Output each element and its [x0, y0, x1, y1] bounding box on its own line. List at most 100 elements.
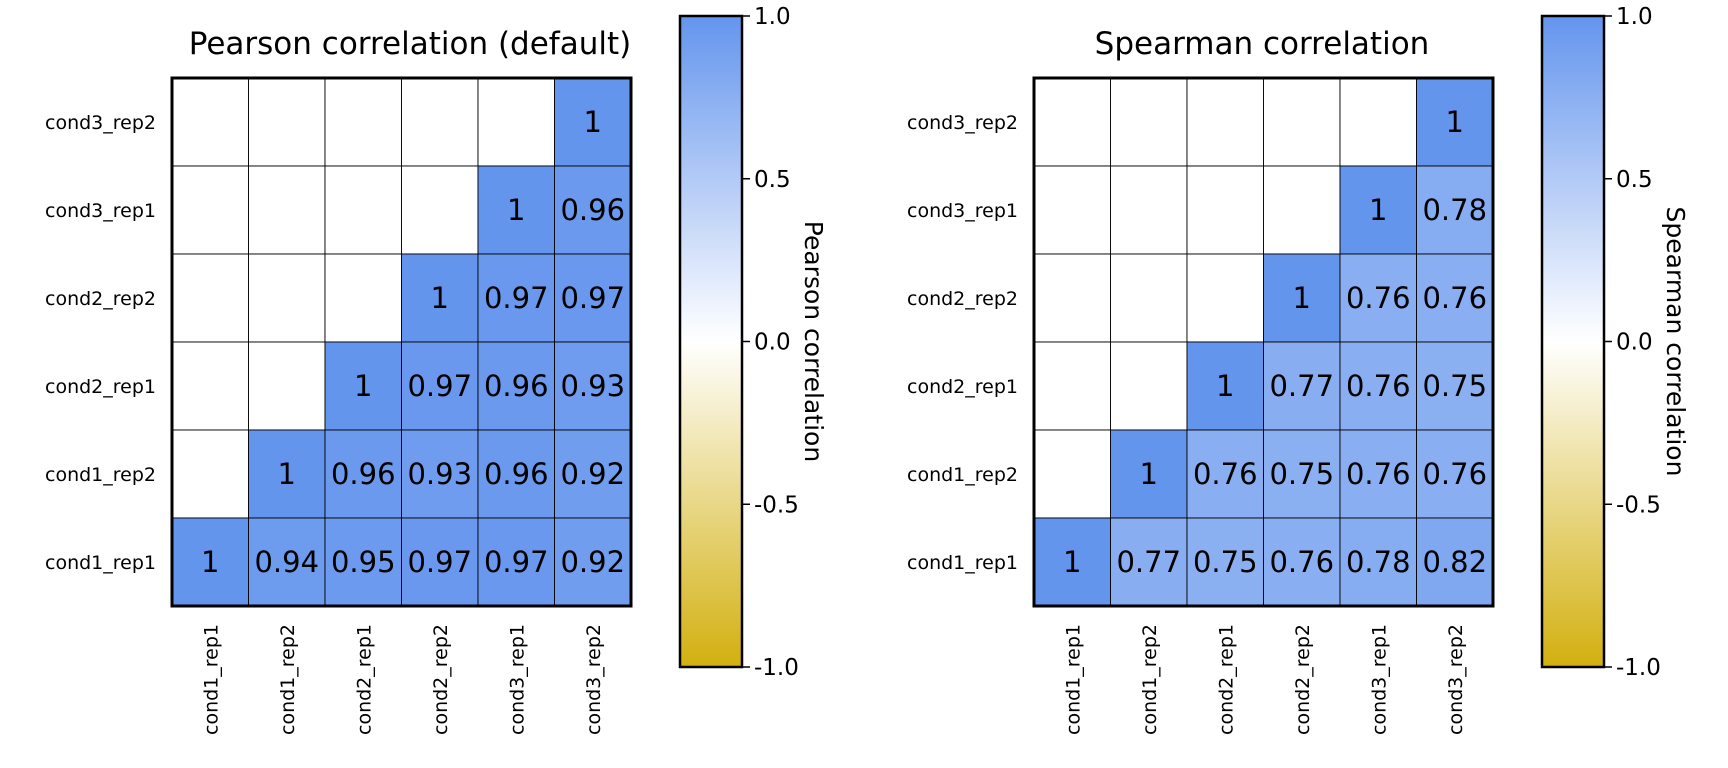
- heatmap-cell: [248, 253, 326, 343]
- row-label: cond1_rep2: [907, 464, 1018, 486]
- heatmap-cell: [1263, 429, 1341, 519]
- cell-value-label: 0.75: [1422, 369, 1487, 403]
- row-label: cond2_rep2: [45, 288, 156, 310]
- heatmap-cell: [477, 253, 555, 343]
- row-label: cond2_rep2: [907, 288, 1018, 310]
- cell-value-label: 0.77: [1269, 369, 1334, 403]
- cell-value-label: 1: [354, 369, 372, 403]
- cell-value-label: 0.93: [407, 457, 472, 491]
- heatmap-cell: [1416, 77, 1494, 167]
- colorbar-tick-label: 0.0: [754, 330, 791, 356]
- column-label: cond2_rep2: [1292, 624, 1314, 735]
- cell-value-label: 1: [201, 545, 219, 579]
- heatmap-cell: [401, 253, 479, 343]
- column-label: cond3_rep1: [506, 624, 528, 735]
- column-label: cond2_rep2: [430, 624, 452, 735]
- colorbar-tick-label: -1.0: [754, 655, 799, 681]
- cell-value-label: 0.76: [1422, 457, 1487, 491]
- heatmap-cell: [1033, 429, 1111, 519]
- cell-value-label: 0.78: [1422, 193, 1487, 227]
- heatmap-cell: [1263, 77, 1341, 167]
- heatmap-cell: [1186, 77, 1264, 167]
- heatmap-cell: [1186, 165, 1264, 255]
- colorbar-tick-label: -0.5: [1616, 492, 1661, 518]
- row-label: cond1_rep1: [45, 552, 156, 574]
- heatmap-cell: [171, 429, 249, 519]
- cell-value-label: 0.75: [1193, 545, 1258, 579]
- heatmap-cell: [477, 77, 555, 167]
- heatmap-cell: [1186, 253, 1264, 343]
- heatmap-cell: [171, 253, 249, 343]
- heatmap-cell: [1110, 77, 1188, 167]
- cell-value-label: 0.76: [1346, 281, 1411, 315]
- cell-value-label: 0.75: [1269, 457, 1334, 491]
- heatmap-cell: [554, 517, 632, 607]
- cell-value-label: 0.76: [1346, 457, 1411, 491]
- heatmap-cell: [1110, 341, 1188, 431]
- cell-value-label: 0.92: [560, 545, 625, 579]
- column-label: cond1_rep1: [1062, 624, 1084, 735]
- cell-value-label: 1: [1369, 193, 1387, 227]
- cell-value-label: 0.97: [484, 545, 549, 579]
- heatmap-cell: [1339, 341, 1417, 431]
- cell-value-label: 0.76: [1269, 545, 1334, 579]
- heatmap-cell: [1263, 253, 1341, 343]
- cell-value-label: 0.93: [560, 369, 625, 403]
- heatmap-cell: [1339, 429, 1417, 519]
- cell-value-label: 1: [431, 281, 449, 315]
- colorbar-tick-label: 0.5: [754, 167, 791, 193]
- cell-value-label: 1: [1293, 281, 1311, 315]
- pearson-heatmap-panel: Pearson correlation (default) 1 1 0.96 1 0.97…: [45, 4, 828, 735]
- heatmap-cell: [171, 77, 249, 167]
- cell-value-label: 1: [1063, 545, 1081, 579]
- heatmap-cell: [1033, 341, 1111, 431]
- heatmap-cell: [554, 77, 632, 167]
- heatmap-cell: [248, 517, 326, 607]
- heatmap-cell: [477, 517, 555, 607]
- heatmap-cell: [324, 429, 402, 519]
- cell-value-label: 0.77: [1116, 545, 1181, 579]
- heatmap-cell: [1263, 517, 1341, 607]
- cell-value-label: 0.96: [484, 457, 549, 491]
- heatmap-cell: [477, 429, 555, 519]
- cell-value-label: 0.94: [254, 545, 319, 579]
- column-label: cond1_rep1: [200, 624, 222, 735]
- colorbar: [1540, 14, 1606, 669]
- heatmap-cell: [477, 165, 555, 255]
- colorbar-tick-label: 1.0: [754, 4, 791, 30]
- cell-value-label: 0.97: [560, 281, 625, 315]
- heatmap-cell: [401, 341, 479, 431]
- heatmap-cell: [1033, 165, 1111, 255]
- heatmap-cell: [1339, 517, 1417, 607]
- chart-title: Spearman correlation: [1095, 26, 1430, 62]
- heatmap-cell: [171, 341, 249, 431]
- heatmap-cell: [248, 341, 326, 431]
- row-label: cond1_rep1: [907, 552, 1018, 574]
- row-label: cond3_rep1: [45, 200, 156, 222]
- heatmap-cell: [401, 429, 479, 519]
- column-label: cond2_rep1: [1215, 624, 1237, 735]
- cell-value-label: 0.97: [484, 281, 549, 315]
- heatmap-cell: [1033, 253, 1111, 343]
- heatmap-cell: [324, 165, 402, 255]
- heatmap-cell: [248, 77, 326, 167]
- colorbar-title: Spearman correlation: [1661, 207, 1690, 477]
- cell-value-label: 0.92: [560, 457, 625, 491]
- heatmap-cell: [554, 253, 632, 343]
- colorbar: [678, 14, 744, 669]
- heatmap-cell: [1033, 517, 1111, 607]
- heatmap-cell: [248, 165, 326, 255]
- heatmap-cell: [1339, 165, 1417, 255]
- cell-value-label: 1: [1216, 369, 1234, 403]
- chart-title: Pearson correlation (default): [189, 26, 631, 62]
- heatmap-cell: [324, 77, 402, 167]
- colorbar-tick-label: -0.5: [754, 492, 799, 518]
- heatmap-cell: [554, 429, 632, 519]
- heatmap-cell: [1186, 517, 1264, 607]
- heatmap-cell: [1339, 77, 1417, 167]
- cell-value-label: 0.97: [407, 369, 472, 403]
- cell-value-label: 0.96: [484, 369, 549, 403]
- cell-value-label: 1: [507, 193, 525, 227]
- cell-value-label: 0.76: [1346, 369, 1411, 403]
